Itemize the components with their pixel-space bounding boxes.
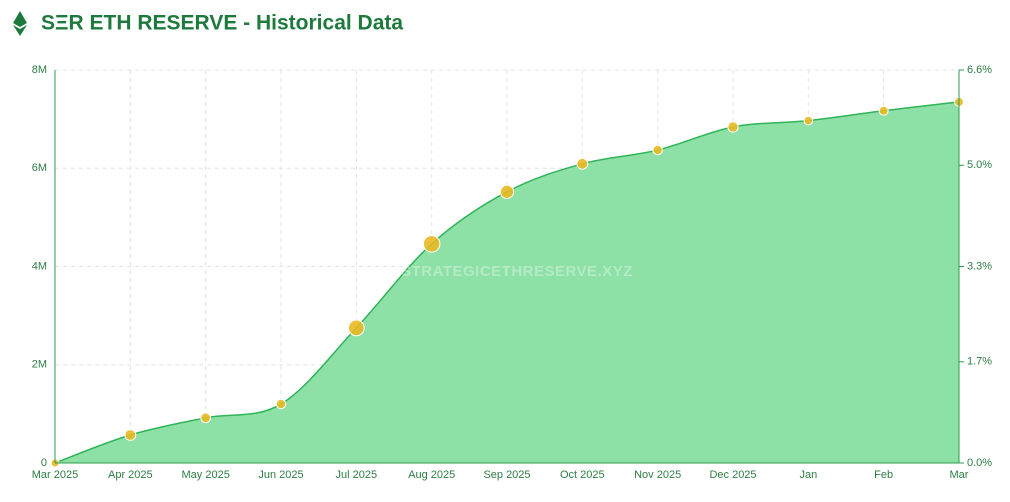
y2-tick-label: 3.3% (967, 260, 992, 272)
data-point (200, 412, 212, 424)
watermark: STRATEGICETHRESERVE.XYZ (401, 263, 633, 280)
data-point (576, 157, 589, 170)
data-point (499, 184, 515, 199)
y-tick-label: 6M (32, 162, 47, 174)
y2-tick-label: 1.7% (967, 356, 992, 368)
x-tick-label: Feb (874, 469, 893, 481)
x-tick-label: Nov 2025 (634, 469, 681, 481)
x-tick-label: Aug 2025 (408, 469, 455, 481)
data-point (347, 319, 365, 337)
data-point (124, 429, 137, 441)
x-tick-label: Oct 2025 (560, 469, 605, 481)
x-tick-label: May 2025 (182, 469, 230, 481)
data-point (878, 105, 889, 116)
x-tick-label: Dec 2025 (709, 469, 756, 481)
y2-tick-label: 6.6% (967, 64, 992, 76)
data-point (803, 115, 814, 126)
y-tick-label: 4M (32, 260, 47, 272)
x-tick-label: Jan (799, 469, 817, 481)
y-tick-label: 8M (32, 64, 47, 76)
chart-title: SΞR ETH RESERVE - Historical Data (41, 12, 403, 35)
x-tick-label: Jul 2025 (336, 469, 378, 481)
y2-tick-label: 5.0% (967, 159, 992, 171)
data-point (727, 121, 739, 133)
data-point (422, 235, 441, 253)
data-point (652, 144, 663, 156)
y-tick-label: 0 (41, 457, 47, 469)
x-tick-label: Jun 2025 (258, 469, 303, 481)
x-tick-label: Sep 2025 (483, 469, 530, 481)
eth-logo (13, 11, 27, 36)
data-point (275, 398, 287, 410)
y2-tick-label: 0.0% (967, 457, 992, 469)
area-fill (55, 101, 959, 464)
x-tick-label: Mar 2025 (32, 469, 78, 481)
y-tick-label: 2M (32, 359, 47, 371)
x-tick-label: Mar (950, 469, 969, 481)
x-tick-label: Apr 2025 (108, 469, 153, 481)
